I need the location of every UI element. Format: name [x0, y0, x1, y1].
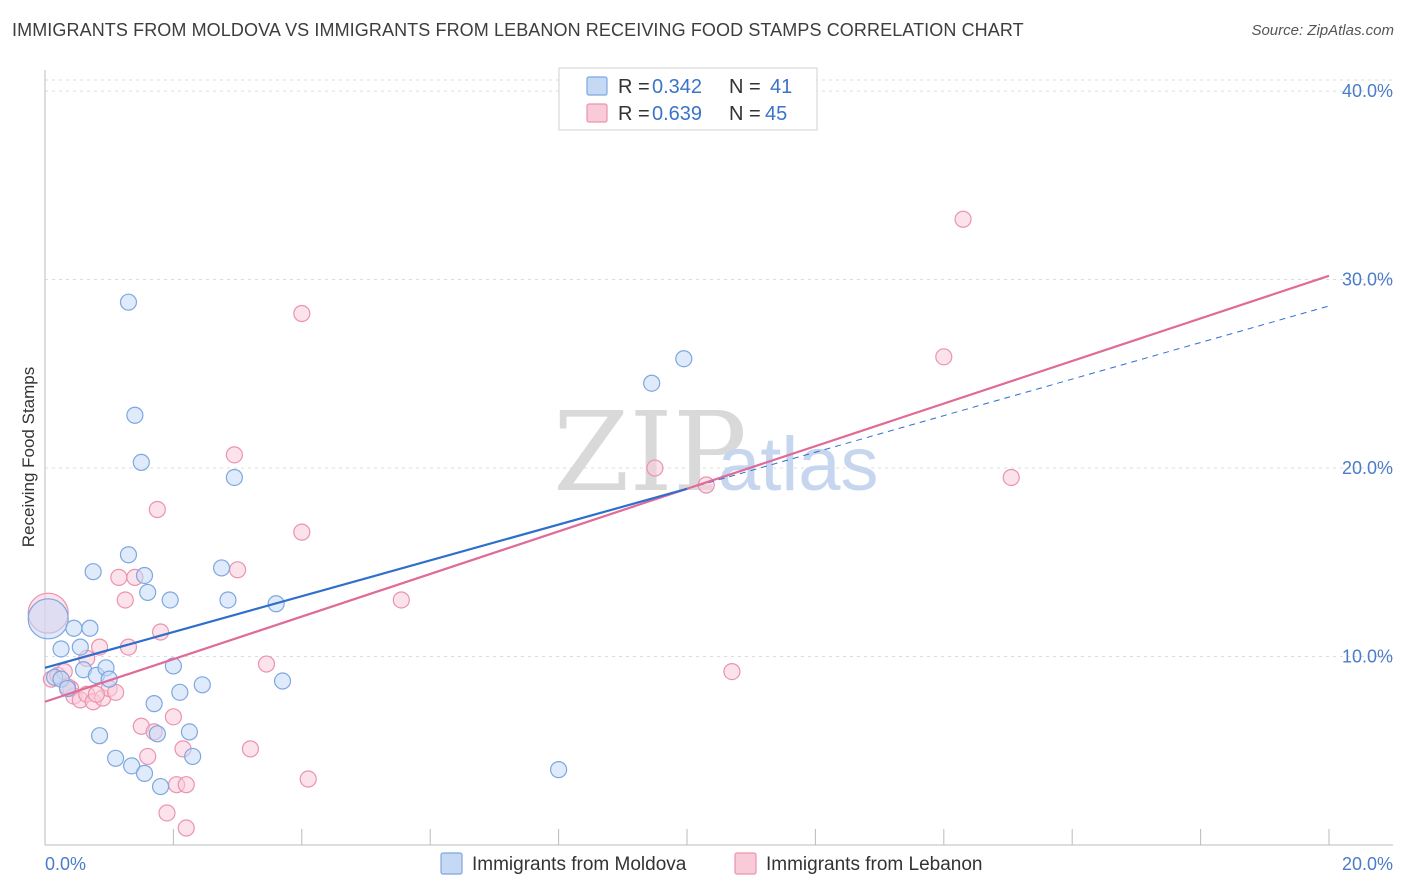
bottom-legend: Immigrants from Moldova Immigrants from … — [440, 852, 983, 875]
legend-r-label-lebanon: R = — [618, 103, 650, 125]
legend-swatch-lebanon — [586, 103, 608, 123]
moldova-point-17 — [139, 583, 157, 602]
moldova-point-23 — [145, 695, 163, 713]
moldova-point-19 — [161, 591, 179, 609]
lebanon-point-32 — [293, 304, 311, 323]
legend-r-value-lebanon: 0.639 — [652, 103, 702, 125]
y-axis-label: Receiving Food Stamps — [19, 367, 38, 547]
x-tick-label-max: 20.0% — [1342, 854, 1393, 874]
lebanon-point-29 — [229, 561, 247, 579]
moldova-point-18 — [119, 293, 138, 311]
moldova-point-33 — [219, 591, 237, 609]
moldova-point-22 — [193, 676, 211, 694]
moldova-point-15 — [119, 546, 138, 564]
moldova-point-21 — [171, 683, 189, 701]
lebanon-point-27 — [177, 819, 195, 837]
legend-swatch-moldova — [586, 76, 608, 96]
moldova-point-12 — [84, 563, 102, 581]
moldova-point-20 — [164, 657, 182, 675]
moldova-point-34 — [225, 468, 243, 487]
lebanon-point-31 — [257, 655, 276, 673]
lebanon-point-39 — [935, 348, 953, 366]
moldova-point-25 — [107, 749, 125, 767]
lebanon-point-38 — [723, 662, 741, 681]
moldova-point-27 — [135, 764, 154, 782]
moldova-point-29 — [180, 723, 199, 741]
lebanon-point-14 — [116, 591, 134, 609]
lebanon-point-22 — [158, 804, 176, 822]
watermark-zip: ZIP — [553, 388, 747, 516]
moldova-point-26 — [123, 757, 141, 775]
moldova-point-38 — [675, 350, 693, 368]
moldova-point-11 — [100, 670, 118, 688]
legend-n-label-lebanon: N = — [729, 103, 761, 125]
moldova-point-24 — [90, 727, 109, 745]
lebanon-point-20 — [148, 500, 166, 519]
moldova-point-13 — [126, 406, 144, 424]
trend-lebanon — [44, 274, 1330, 703]
moldova-point-32 — [212, 559, 231, 577]
lebanon-point-44 — [87, 685, 105, 703]
legend-n-value-moldova: 41 — [770, 76, 792, 98]
bottom-legend-moldova: Immigrants from Moldova — [472, 854, 687, 875]
lebanon-point-28 — [225, 446, 243, 464]
x-tick-label-min: 0.0% — [45, 854, 86, 874]
x-ticks — [44, 829, 1330, 845]
moldova-point-4 — [52, 640, 70, 658]
legend-r-label-moldova: R = — [618, 76, 650, 98]
lebanon-point-35 — [392, 591, 410, 609]
moldova-point-6 — [71, 638, 89, 656]
bottom-legend-swatch-moldova — [440, 852, 463, 875]
moldova-point-36 — [273, 672, 292, 690]
moldova-point-28 — [148, 725, 166, 743]
y-tick-label-2: 30.0% — [1342, 270, 1393, 290]
trend-moldova — [44, 487, 688, 669]
chart-title: IMMIGRANTS FROM MOLDOVA VS IMMIGRANTS FR… — [12, 20, 1024, 40]
lebanon-point-34 — [299, 770, 317, 788]
lebanon-point-13 — [110, 568, 128, 586]
y-tick-label-3: 40.0% — [1342, 81, 1393, 101]
trend-moldova-extrapolated — [686, 305, 1330, 490]
bottom-legend-swatch-lebanon — [734, 852, 757, 875]
moldova-point-39 — [549, 761, 568, 779]
lebanon-point-36 — [646, 459, 664, 477]
legend-n-label-moldova: N = — [729, 76, 761, 98]
lebanon-point-18 — [139, 747, 157, 766]
moldova-point-31 — [151, 777, 170, 796]
moldova-point-7 — [81, 619, 99, 637]
series-moldova-points — [27, 293, 693, 796]
legend-r-value-moldova: 0.342 — [652, 76, 702, 98]
lebanon-point-26 — [177, 776, 195, 794]
y-tick-labels: 10.0% 20.0% 30.0% 40.0% — [1342, 81, 1393, 666]
lebanon-point-40 — [954, 210, 972, 228]
gridlines — [45, 79, 1393, 658]
lebanon-point-41 — [1002, 468, 1020, 487]
y-tick-label-0: 10.0% — [1342, 647, 1393, 667]
moldova-point-5 — [65, 619, 83, 637]
moldova-point-16 — [135, 566, 154, 585]
series-lebanon-points — [27, 210, 1020, 837]
moldova-point-0 — [27, 598, 69, 640]
legend-n-value-lebanon: 45 — [765, 103, 787, 125]
chart-source: Source: ZipAtlas.com — [1251, 22, 1394, 39]
moldova-point-30 — [184, 747, 202, 766]
watermark-atlas: atlas — [718, 422, 879, 507]
lebanon-point-30 — [241, 740, 260, 758]
moldova-point-37 — [643, 374, 661, 392]
legend-box: R = 0.342 N = 41 R = 0.639 N = 45 — [558, 67, 818, 131]
lebanon-point-33 — [293, 523, 311, 541]
moldova-point-14 — [132, 453, 150, 471]
y-tick-label-1: 20.0% — [1342, 458, 1393, 478]
bottom-legend-lebanon: Immigrants from Lebanon — [766, 854, 983, 875]
trend-lines — [44, 274, 1330, 703]
lebanon-point-23 — [164, 708, 182, 726]
